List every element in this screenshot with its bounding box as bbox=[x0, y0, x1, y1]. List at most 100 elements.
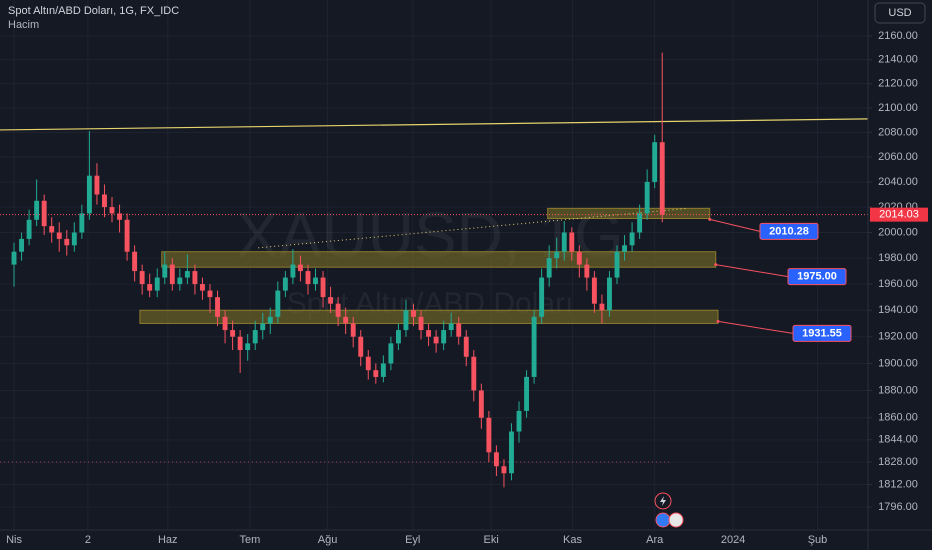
lightning bbox=[660, 496, 666, 506]
x-tick-label: 2 bbox=[85, 534, 91, 546]
candle-body bbox=[320, 277, 326, 298]
candle-body bbox=[260, 323, 266, 331]
candle-body bbox=[426, 330, 432, 337]
candle-body bbox=[546, 258, 552, 278]
candle-body bbox=[365, 356, 371, 371]
candle-body bbox=[599, 303, 605, 311]
candle-body bbox=[373, 370, 379, 377]
candle-body bbox=[109, 207, 115, 214]
candle-body bbox=[622, 245, 627, 252]
x-tick-label: Şub bbox=[808, 534, 828, 546]
last-price-box bbox=[870, 207, 928, 222]
candle-body bbox=[478, 390, 484, 418]
y-tick-label: 1960.00 bbox=[878, 278, 918, 290]
candle-body bbox=[531, 316, 537, 377]
candle-body bbox=[56, 232, 62, 239]
zone bbox=[161, 251, 717, 268]
flag-icon bbox=[668, 512, 684, 528]
x-tick-label: Haz bbox=[158, 534, 178, 546]
candle-body bbox=[328, 297, 334, 304]
candle-body bbox=[607, 277, 612, 311]
candle-body bbox=[418, 316, 424, 331]
candle-body bbox=[343, 316, 349, 324]
candle-body bbox=[576, 251, 582, 265]
y-tick-label: 1900.00 bbox=[878, 357, 918, 369]
candle-body bbox=[358, 336, 364, 357]
candle-body bbox=[441, 330, 447, 344]
candle-body bbox=[584, 264, 590, 278]
x-tick-label: Ağu bbox=[318, 534, 338, 546]
candle-body bbox=[124, 219, 130, 252]
candle-body bbox=[154, 277, 160, 291]
candle-body bbox=[637, 213, 643, 233]
candle-body bbox=[456, 323, 462, 337]
indicator: Hacim bbox=[8, 19, 39, 31]
plot: 2010.28 1975.00 1931.55 bbox=[0, 52, 869, 488]
candle-body bbox=[305, 271, 311, 285]
candle-body bbox=[86, 175, 92, 214]
candle-body bbox=[245, 343, 251, 351]
y-tick-label: 2000.00 bbox=[878, 226, 918, 238]
candle-body bbox=[132, 251, 138, 272]
last-price-label: 2014.03 bbox=[879, 209, 919, 221]
candle-body bbox=[463, 336, 469, 357]
candle-body bbox=[395, 330, 401, 344]
y-tick-label: 1812.00 bbox=[878, 478, 918, 490]
y-tick-label: 1796.00 bbox=[878, 501, 918, 513]
candle-body bbox=[313, 277, 318, 285]
y-tick-label: 1880.00 bbox=[878, 384, 918, 396]
candle-body bbox=[659, 142, 665, 215]
y-tick-label: 2100.00 bbox=[878, 102, 918, 114]
candle-body bbox=[11, 251, 17, 265]
candle-body bbox=[629, 232, 635, 246]
candle-body bbox=[509, 431, 514, 474]
candle-body bbox=[486, 417, 492, 453]
x-tick-label: 2024 bbox=[721, 534, 745, 546]
candle-body bbox=[267, 316, 273, 324]
candle-body bbox=[569, 232, 575, 252]
candle-body bbox=[335, 303, 341, 317]
candle-body bbox=[252, 330, 258, 344]
currency[interactable]: USD bbox=[888, 7, 911, 19]
candle-body bbox=[614, 251, 620, 278]
y-tick-label: 2160.00 bbox=[878, 30, 918, 42]
candle-body bbox=[591, 277, 597, 304]
x-tick-label: Kas bbox=[563, 534, 582, 546]
y-tick-label: 1844.00 bbox=[878, 434, 918, 446]
candle-body bbox=[388, 343, 394, 364]
y-tick-label: 1828.00 bbox=[878, 456, 918, 468]
candle-body bbox=[34, 200, 40, 220]
symbol-title: Spot Altın/ABD Doları, 1G, FX_IDC bbox=[8, 5, 179, 17]
candle-body bbox=[222, 316, 228, 331]
currency-button[interactable] bbox=[874, 2, 926, 24]
candle-body bbox=[147, 284, 153, 291]
level-label: 2010.28 bbox=[769, 225, 809, 237]
candle-body bbox=[215, 297, 220, 317]
candle-body bbox=[102, 194, 107, 208]
candle-body bbox=[471, 356, 477, 391]
x-tick-label: Eki bbox=[483, 534, 498, 546]
flag-icon bbox=[655, 512, 671, 528]
level-connector bbox=[709, 218, 761, 232]
candle-body bbox=[169, 264, 175, 285]
candle-body bbox=[282, 277, 288, 291]
candle-body bbox=[561, 232, 567, 252]
candle-body bbox=[200, 284, 205, 291]
level-box bbox=[787, 268, 847, 286]
candle-body bbox=[297, 264, 303, 272]
event-icons bbox=[654, 492, 684, 528]
x-tick-label: Eyl bbox=[405, 534, 420, 546]
candle-body bbox=[184, 271, 190, 278]
level-label: 1931.55 bbox=[802, 327, 842, 339]
candle-body bbox=[275, 290, 281, 317]
candle-body bbox=[524, 376, 530, 411]
candle-body bbox=[64, 238, 70, 246]
y-tick-label: 2060.00 bbox=[878, 151, 918, 163]
candle-body bbox=[554, 251, 560, 259]
x-tick-label: Tem bbox=[240, 534, 261, 546]
candle-body bbox=[19, 238, 25, 252]
candle-body bbox=[380, 363, 386, 377]
candle-body bbox=[79, 213, 85, 233]
level-connector bbox=[715, 264, 789, 278]
